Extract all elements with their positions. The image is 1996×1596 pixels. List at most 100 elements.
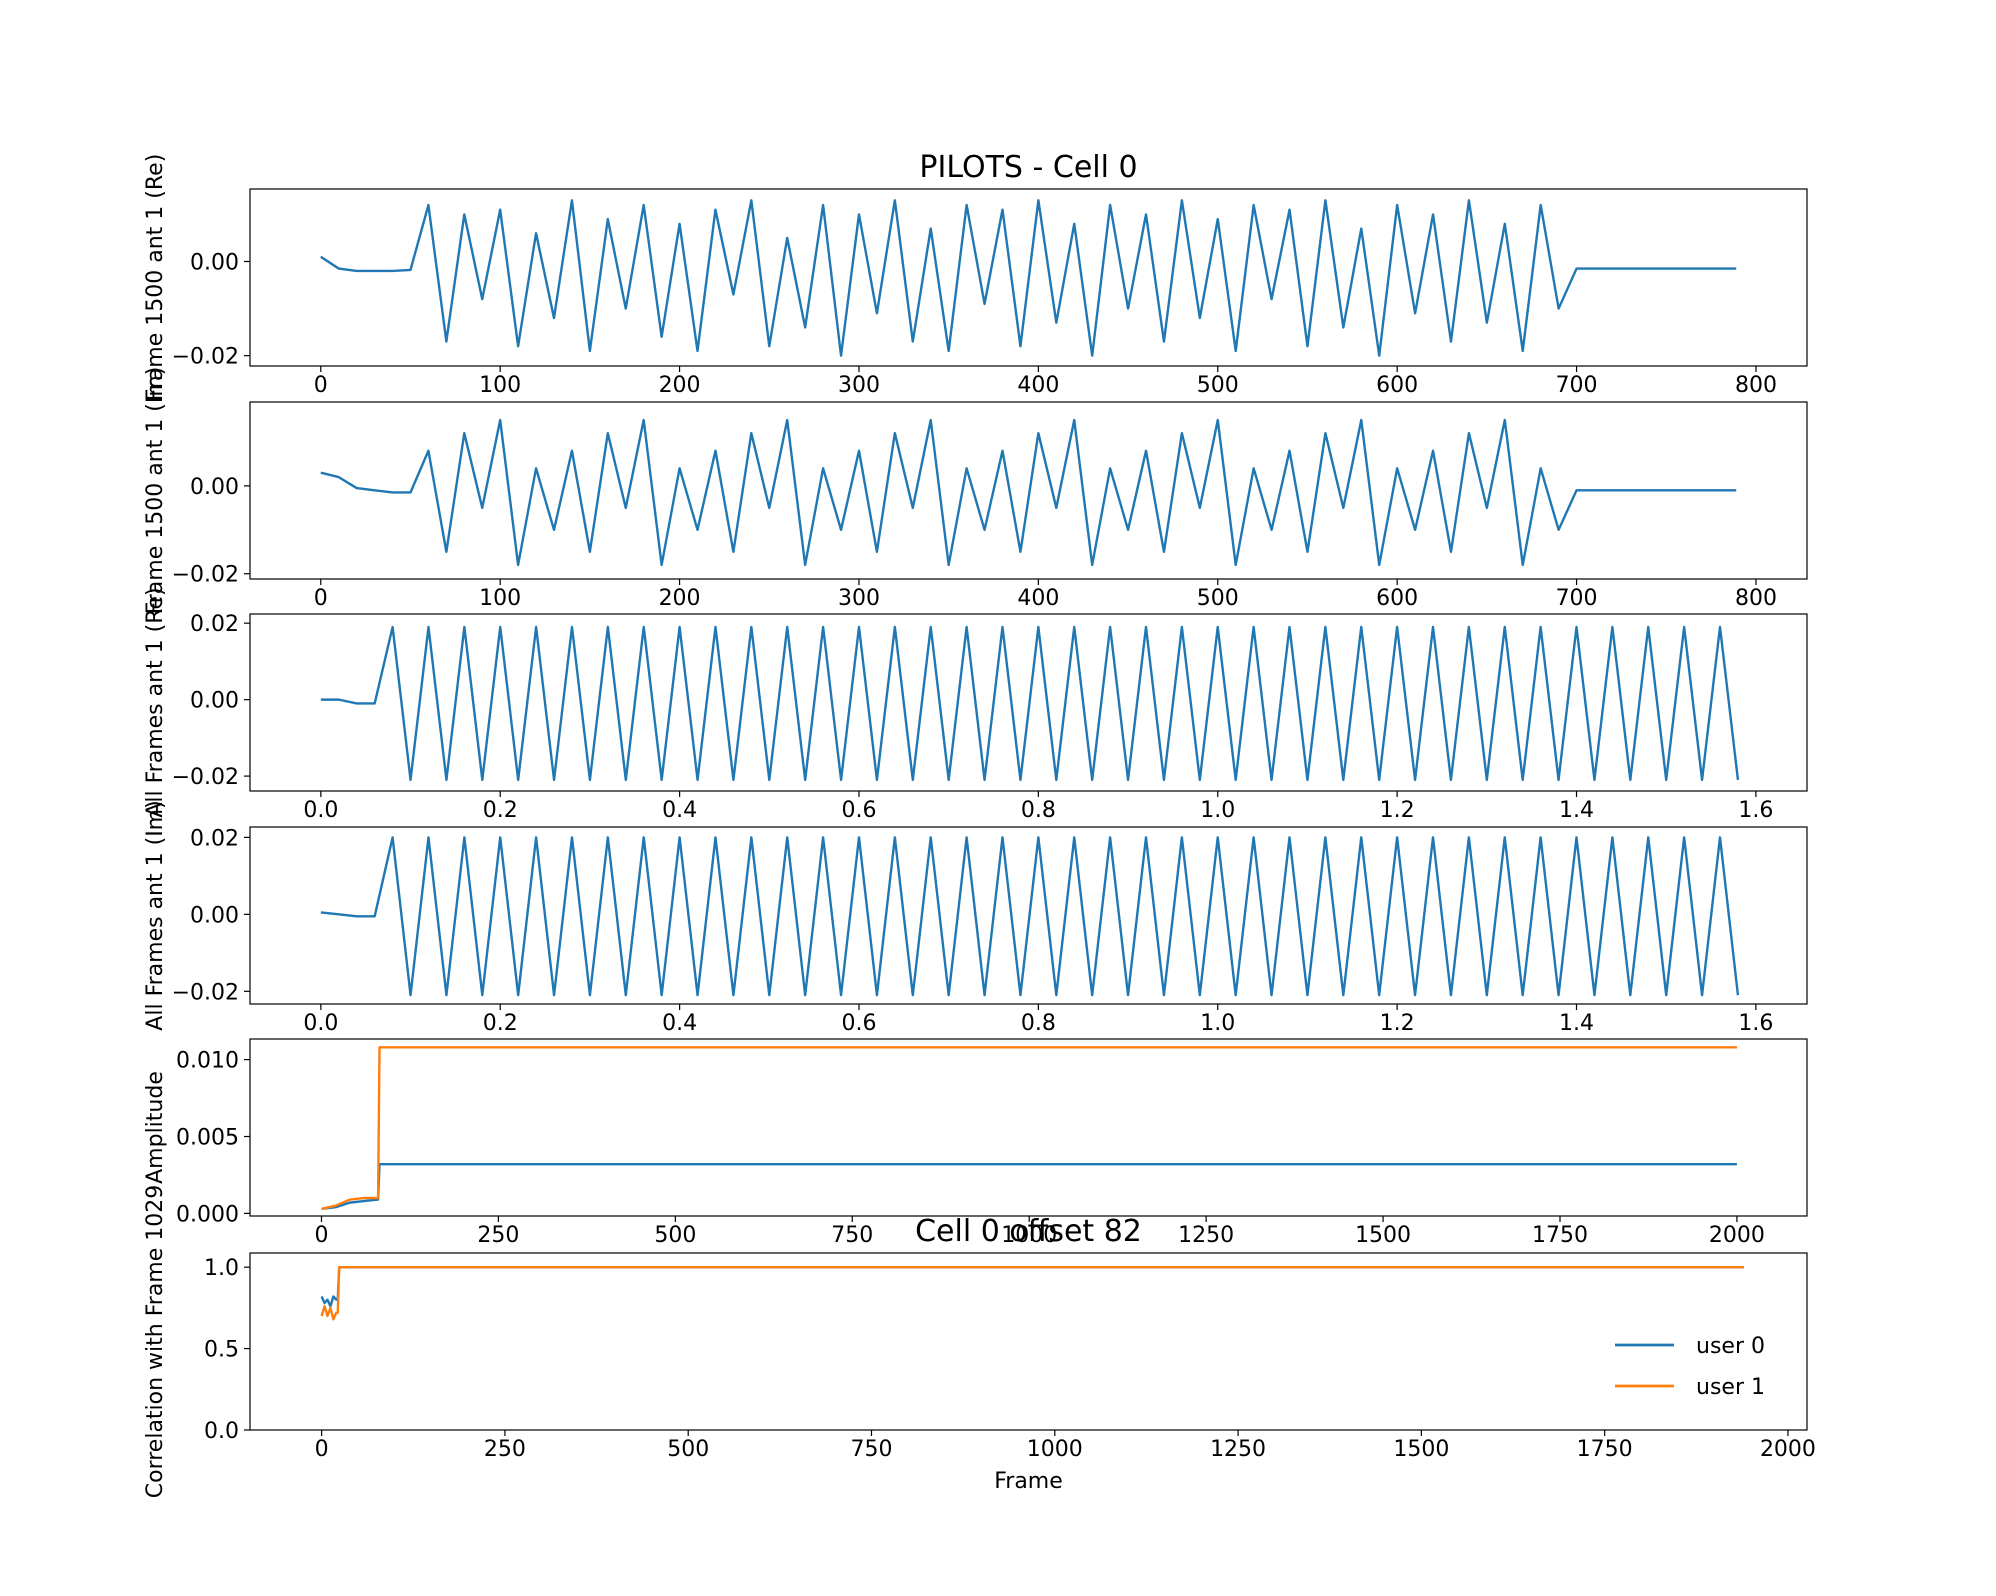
x-axis-label: Frame [994, 1469, 1063, 1494]
y-axis-label: All Frames ant 1 (Re) [143, 587, 168, 817]
y-tick-label: −0.02 [172, 345, 239, 370]
y-tick-label: 0.00 [190, 475, 239, 500]
legend-label: user 0 [1696, 1334, 1765, 1359]
series-line [320, 418, 1737, 567]
x-tick-label: 250 [484, 1437, 526, 1462]
x-tick-label: 700 [1556, 586, 1598, 611]
series-line [320, 1265, 1744, 1321]
subplot: 0 250 500 750 1000 1250 1500 1750 2000 0.0 0.5 1.0 C… [143, 1185, 1816, 1499]
x-tick-label: 1500 [1393, 1437, 1449, 1462]
plot-area [320, 199, 1737, 357]
x-tick-label: 0 [315, 1437, 329, 1462]
x-tick-label: 0 [314, 373, 328, 398]
y-axis-label: Amplitude [143, 1071, 168, 1184]
x-tick-label: 1.6 [1738, 1011, 1773, 1036]
y-tick-label: 0.00 [190, 250, 239, 275]
y-tick-label: 0.00 [190, 903, 239, 928]
x-tick-label: 1500 [1355, 1223, 1411, 1248]
plot-area [320, 418, 1737, 567]
axes-frame [249, 826, 1808, 1005]
y-axis-label: Frame 1500 ant 1 (Re) [143, 154, 168, 402]
y-tick-label: 0.000 [176, 1202, 239, 1227]
x-tick-label: 600 [1376, 373, 1418, 398]
axes-frame [249, 401, 1808, 580]
x-tick-label: 2000 [1709, 1223, 1765, 1248]
x-tick-label: 200 [659, 586, 701, 611]
x-tick-label: 0.6 [841, 798, 876, 823]
y-tick-label: 0.5 [204, 1338, 239, 1363]
x-tick-label: 1750 [1577, 1437, 1633, 1462]
y-tick-label: 0.00 [190, 689, 239, 714]
x-tick-label: 800 [1735, 586, 1777, 611]
y-tick-label: −0.02 [172, 765, 239, 790]
x-tick-label: 1000 [1001, 1223, 1057, 1248]
y-tick-label: 1.0 [204, 1256, 239, 1281]
x-tick-label: 0.2 [483, 798, 518, 823]
x-tick-label: 0.6 [841, 1011, 876, 1036]
x-tick-label: 200 [659, 373, 701, 398]
x-tick-label: 1.2 [1380, 798, 1415, 823]
axes-background [250, 1039, 1807, 1216]
subplot: 0.0 0.2 0.4 0.6 0.8 1.0 1.2 1.4 1.6 −0.02 0.00 0.02… [143, 800, 1808, 1036]
axes-title: Cell 0 offset 82 [915, 1214, 1142, 1249]
x-tick-label: 100 [479, 373, 521, 398]
series-line [320, 625, 1740, 782]
x-tick-label: 0 [314, 1223, 328, 1248]
series-line [320, 836, 1740, 997]
series-line [321, 1046, 1737, 1210]
x-tick-label: 500 [1197, 373, 1239, 398]
x-tick-label: 2000 [1760, 1437, 1816, 1462]
axes-frame [249, 613, 1808, 792]
axes-background [250, 1253, 1807, 1430]
x-tick-label: 400 [1017, 586, 1059, 611]
x-tick-label: 1250 [1178, 1223, 1234, 1248]
y-axis-label: Correlation with Frame 1029 [143, 1185, 168, 1499]
x-tick-label: 0.4 [662, 1011, 697, 1036]
subplot: 0 100 200 300 400 500 600 700 800 −0.02 0.00 PILOTS… [143, 150, 1808, 402]
x-tick-label: 0.0 [303, 1011, 338, 1036]
plot-area [320, 836, 1740, 997]
x-tick-label: 500 [654, 1223, 696, 1248]
axes-frame [249, 1038, 1808, 1217]
x-tick-label: 750 [831, 1223, 873, 1248]
subplot: 0 100 200 300 400 500 600 700 800 −0.02 0.00 Frame … [143, 367, 1808, 615]
y-axis-label: All Frames ant 1 (Im) [143, 800, 168, 1030]
y-tick-label: 0.005 [176, 1125, 239, 1150]
x-tick-label: 0.0 [303, 798, 338, 823]
x-tick-label: 400 [1017, 373, 1059, 398]
x-tick-label: 1250 [1210, 1437, 1266, 1462]
subplot: 0 250 500 750 1000 1250 1500 1750 2000 0.000 0.005… [143, 1038, 1808, 1248]
x-tick-label: 300 [838, 586, 880, 611]
x-tick-label: 1000 [1027, 1437, 1083, 1462]
plot-area [320, 625, 1740, 782]
y-tick-label: 0.0 [204, 1419, 239, 1444]
x-tick-label: 100 [479, 586, 521, 611]
axes-frame [249, 188, 1808, 367]
legend-label: user 1 [1696, 1375, 1765, 1400]
y-axis-label: Frame 1500 ant 1 (Im) [143, 367, 168, 615]
y-tick-label: 0.02 [190, 826, 239, 851]
x-tick-label: 0.8 [1021, 798, 1056, 823]
series-line [320, 199, 1737, 357]
x-tick-label: 1.0 [1200, 1011, 1235, 1036]
x-tick-label: 750 [850, 1437, 892, 1462]
y-tick-label: 0.02 [190, 612, 239, 637]
x-tick-label: 250 [477, 1223, 519, 1248]
axes-frame [249, 1252, 1808, 1431]
x-tick-label: 0 [314, 586, 328, 611]
plot-area [321, 1046, 1737, 1210]
x-tick-label: 500 [1197, 586, 1239, 611]
x-tick-label: 700 [1556, 373, 1598, 398]
x-tick-label: 0.2 [483, 1011, 518, 1036]
x-tick-label: 0.8 [1021, 1011, 1056, 1036]
x-tick-label: 0.4 [662, 798, 697, 823]
x-tick-label: 1.4 [1559, 798, 1594, 823]
x-tick-label: 300 [838, 373, 880, 398]
x-tick-label: 1.4 [1559, 1011, 1594, 1036]
x-tick-label: 500 [667, 1437, 709, 1462]
y-tick-label: 0.010 [176, 1049, 239, 1074]
axes-title: PILOTS - Cell 0 [919, 150, 1137, 185]
x-tick-label: 1750 [1532, 1223, 1588, 1248]
